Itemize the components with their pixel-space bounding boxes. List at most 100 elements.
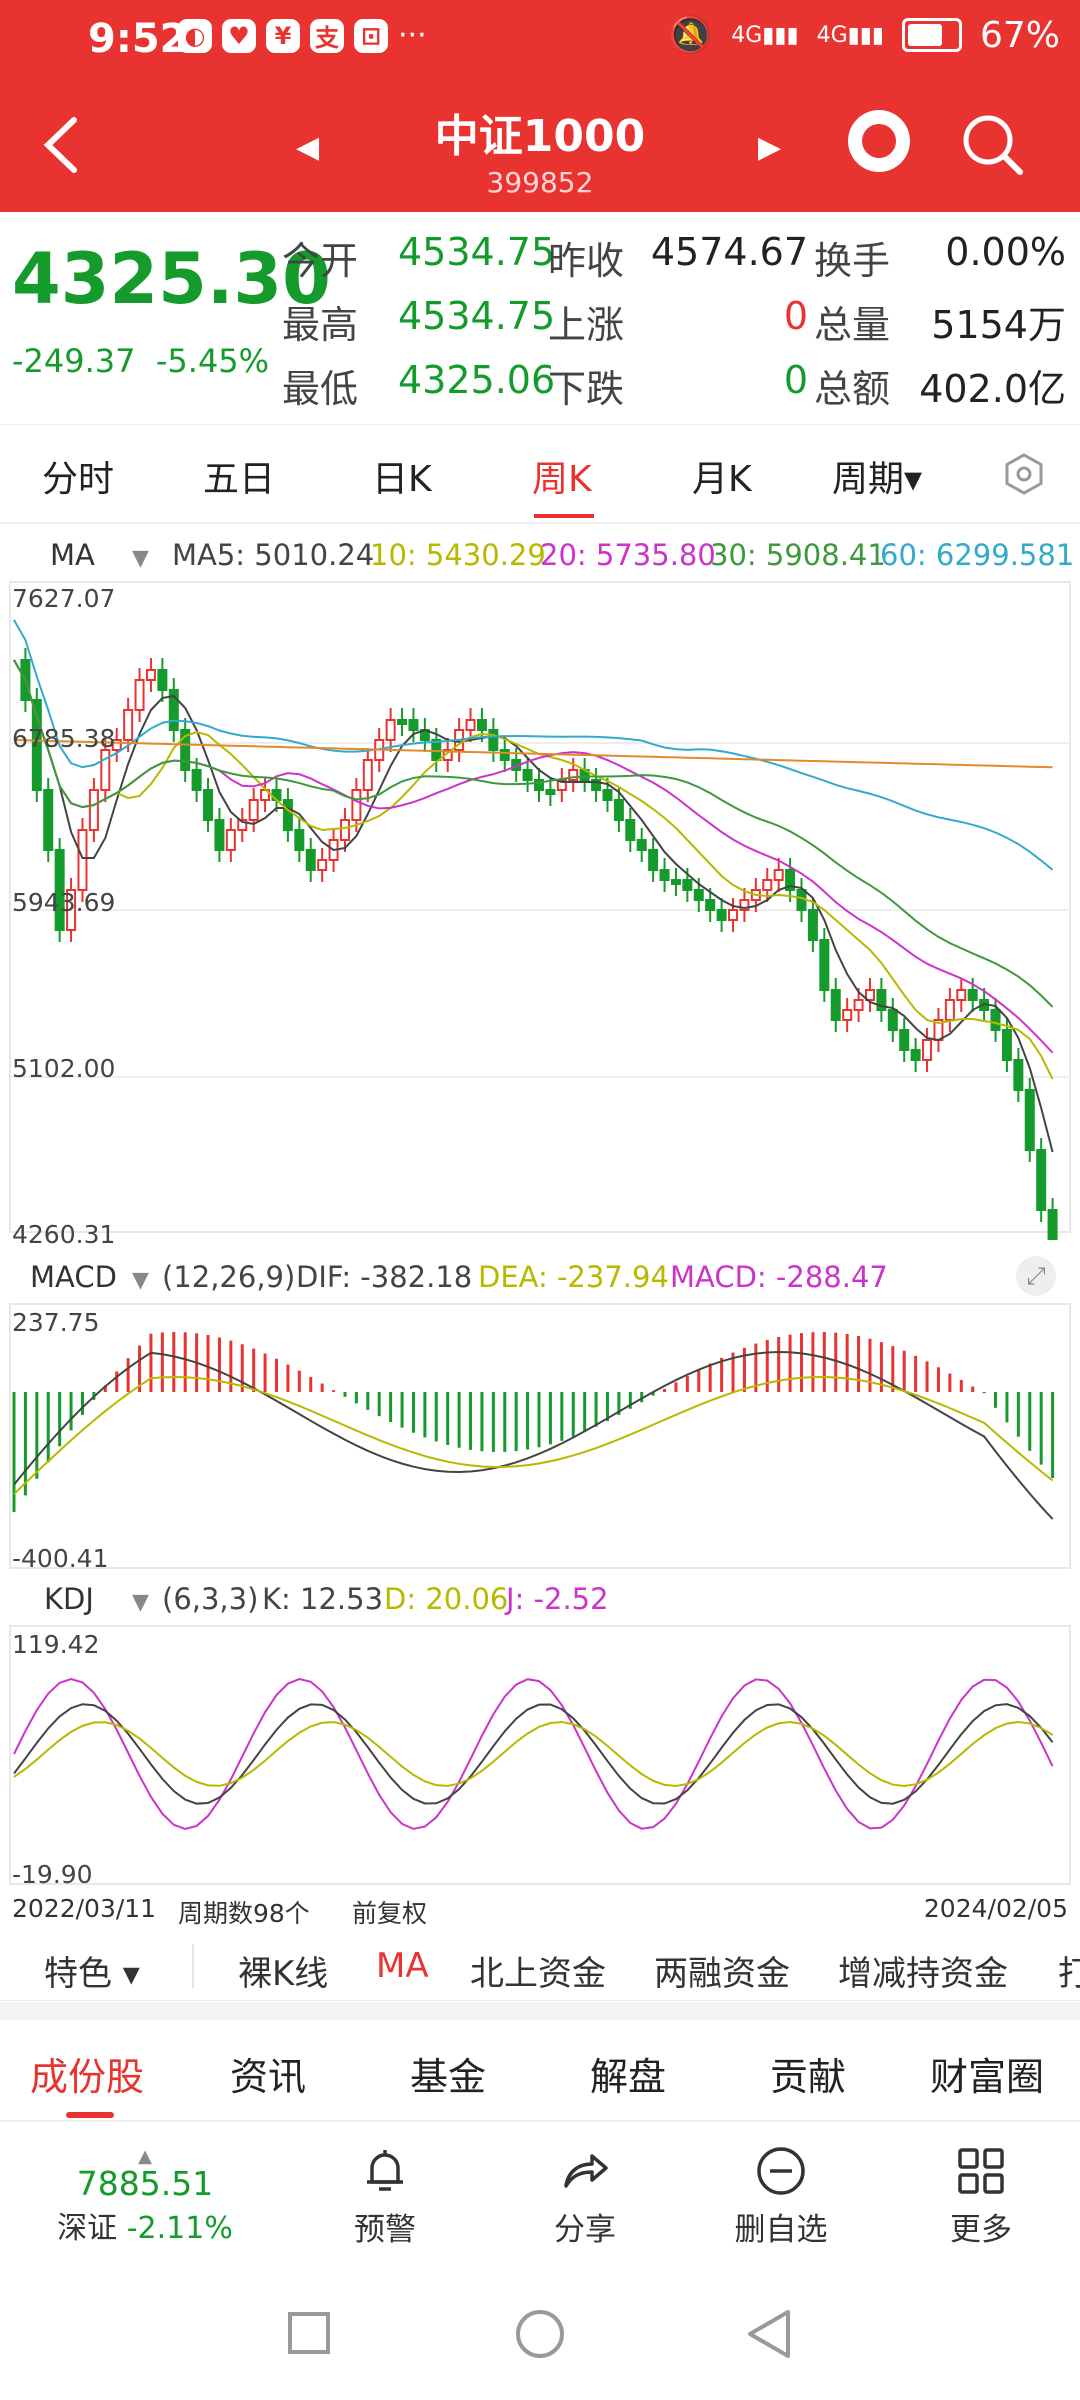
ma-dropdown-icon[interactable]: ▼ [132, 546, 149, 571]
bottom-tabs: 成份股 资讯 基金 解盘 贡献 财富圈 [0, 2020, 1080, 2122]
ma-title[interactable]: MA [50, 538, 95, 572]
feature-margin[interactable]: 两融资金 [654, 1954, 790, 1994]
candle-body [693, 889, 704, 901]
kdj-j-line [13, 1677, 1054, 1831]
feature-naked-k[interactable]: 裸K线 [238, 1954, 329, 1994]
candle-body [77, 829, 88, 891]
tab-five-day[interactable]: 五日 [203, 459, 276, 500]
status-app-icons: ◐ ♥ ¥ 支 ⊡ ··· [178, 18, 427, 53]
quote-panel: 4325.30 -249.37 -5.45% 今开 4534.75 昨收 457… [0, 212, 1080, 425]
feature-northbound[interactable]: 北上资金 [470, 1954, 606, 1994]
search-icon[interactable] [958, 110, 1028, 180]
kline-chart[interactable] [0, 580, 1080, 1240]
more-button[interactable]: 更多 [906, 2144, 1056, 2249]
candle-body [180, 729, 191, 771]
kdj-dropdown-icon[interactable]: ▼ [132, 1590, 149, 1615]
tab-contribution[interactable]: 贡献 [770, 2055, 847, 2099]
mascot-icon[interactable] [848, 110, 910, 172]
prev-index-arrow-icon[interactable]: ◀ [296, 130, 320, 165]
kdj-d-line [13, 1720, 1054, 1788]
candle-body [282, 799, 293, 831]
candle-body [887, 1009, 898, 1031]
feature-bar: 特色 ▾ 裸K线 MA 北上资金 两融资金 增减持资金 打 [0, 1932, 1080, 2001]
kdj-title[interactable]: KDJ [44, 1582, 94, 1616]
tab-analysis[interactable]: 解盘 [590, 2055, 667, 2099]
candle-body [625, 819, 636, 841]
alert-button[interactable]: 预警 [310, 2144, 460, 2249]
market-index-ticker[interactable]: ▲ 7885.51 深证 -2.11% [40, 2146, 250, 2247]
quote-grid: 今开 4534.75 昨收 4574.67 换手 0.00% 最高 4534.7… [282, 230, 1072, 422]
candle-body [43, 789, 54, 851]
candle-body [819, 939, 830, 991]
candle-body [522, 769, 533, 781]
minus-circle-icon [757, 2147, 805, 2195]
back-nav-icon[interactable] [744, 2308, 794, 2360]
share-button[interactable]: 分享 [510, 2144, 660, 2249]
feature-more[interactable]: 打 [1058, 1946, 1080, 1995]
macd-dea: DEA: -237.94 [478, 1260, 669, 1294]
market-index-change: 深证 -2.11% [57, 2211, 233, 2246]
candle-body [294, 829, 305, 851]
remove-watchlist-button[interactable]: 删自选 [706, 2144, 856, 2249]
candle-body [659, 869, 670, 881]
dif-line [13, 1351, 1054, 1520]
expand-icon[interactable]: ⤢ [1016, 1256, 1056, 1296]
quote-label: 最高 [282, 303, 359, 347]
chart-frame [9, 1625, 1071, 1885]
status-time: 9:52 [88, 16, 188, 62]
tab-funds[interactable]: 基金 [410, 2055, 487, 2099]
home-icon[interactable] [514, 2308, 566, 2360]
settings-hex-icon[interactable] [1002, 452, 1046, 496]
macd-title[interactable]: MACD [30, 1260, 117, 1294]
bottom-toolbar: ▲ 7885.51 深证 -2.11% 预警 分享 删自选 更多 [0, 2124, 1080, 2264]
tab-constituents[interactable]: 成份股 [30, 2055, 145, 2099]
candle-body [830, 989, 841, 1021]
kdj-axis-label: -19.90 [12, 1860, 93, 1889]
status-bar: 9:52 ◐ ♥ ¥ 支 ⊡ ··· 🔕 4G▮▮▮ 4G▮▮▮ 67% [0, 0, 1080, 80]
signal-icon: 4G▮▮▮ [816, 22, 884, 48]
quote-value: 402.0亿 [919, 367, 1066, 411]
candle-body [876, 989, 887, 1011]
tab-daily-k[interactable]: 日K [372, 459, 432, 500]
macd-value: MACD: -288.47 [670, 1260, 888, 1294]
feature-holdings[interactable]: 增减持资金 [838, 1954, 1008, 1994]
candle-body [134, 679, 145, 711]
tab-wealth-circle[interactable]: 财富圈 [930, 2055, 1045, 2099]
kdj-chart[interactable] [0, 1624, 1080, 1888]
tab-news[interactable]: 资讯 [230, 2055, 307, 2099]
quote-value: 4534.75 [398, 294, 556, 338]
period-tabs: 分时 五日 日K 周K 月K 周期▾ [0, 428, 1080, 524]
tab-weekly-k[interactable]: 周K [532, 459, 592, 500]
kdj-axis-label: 119.42 [12, 1630, 100, 1659]
candle-body [568, 769, 579, 781]
recents-icon[interactable] [286, 2310, 332, 2356]
candle-body [339, 819, 350, 841]
tab-period-dropdown[interactable]: 周期▾ [832, 459, 923, 500]
tab-intraday[interactable]: 分时 [42, 459, 115, 500]
back-icon[interactable] [34, 110, 94, 180]
adjust-mode[interactable]: 前复权 [352, 1899, 428, 1928]
tab-underline [534, 514, 594, 518]
candle-body [1036, 1149, 1047, 1211]
candle-body [728, 909, 739, 921]
candle-body [853, 999, 864, 1011]
candle-body [191, 769, 202, 791]
quote-value: 0 [783, 358, 808, 402]
feature-special-dropdown[interactable]: 特色 ▾ [44, 1954, 140, 1994]
candle-body [157, 669, 168, 691]
section-gap [0, 2002, 1080, 2020]
status-app-icon: 支 [310, 18, 344, 53]
macd-chart[interactable] [0, 1302, 1080, 1572]
quote-value: 0 [783, 294, 808, 338]
candle-body [990, 1009, 1001, 1031]
ma-legend: MA ▼ MA5: 5010.24 10: 5430.29 20: 5735.8… [0, 530, 1080, 580]
more-label: 更多 [950, 2212, 1012, 2248]
macd-dropdown-icon[interactable]: ▼ [132, 1268, 149, 1293]
next-index-arrow-icon[interactable]: ▶ [758, 130, 782, 165]
price-axis-label: 4260.31 [12, 1220, 116, 1249]
tab-monthly-k[interactable]: 月K [692, 459, 752, 500]
feature-ma[interactable]: MA [376, 1946, 429, 1986]
candle-body [88, 789, 99, 831]
expand-up-icon: ▲ [138, 2146, 152, 2167]
chart-frame [9, 581, 1071, 1233]
